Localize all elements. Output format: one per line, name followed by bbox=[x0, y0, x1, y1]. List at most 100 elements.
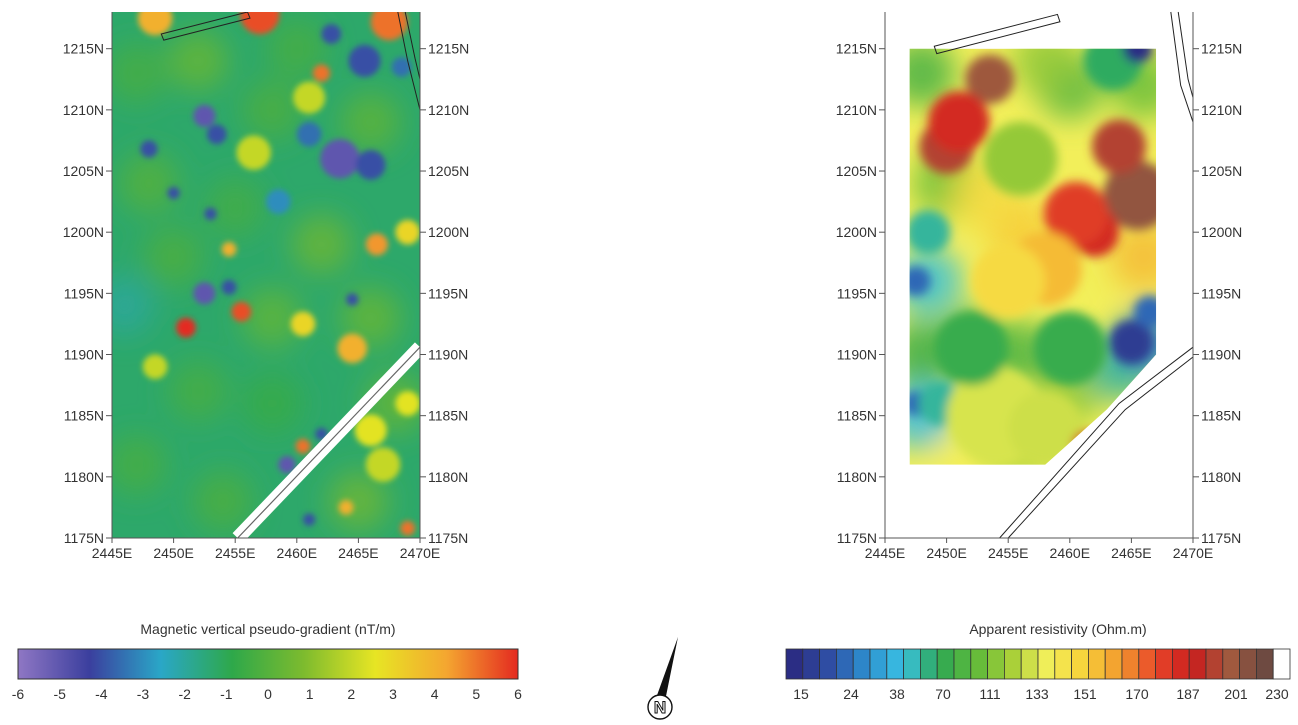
anomaly-blob bbox=[296, 122, 322, 147]
texture-blob bbox=[242, 373, 303, 434]
texture-blob bbox=[1109, 222, 1157, 291]
anomaly-blob bbox=[206, 124, 227, 145]
colorbar-tick-label: 5 bbox=[472, 686, 480, 702]
y-tick-label-right: 1180N bbox=[1201, 469, 1241, 485]
anomaly-blob bbox=[983, 121, 1058, 196]
colorbar-tick-label: 15 bbox=[793, 686, 809, 702]
magnetic-texture bbox=[112, 18, 420, 532]
y-tick-label: 1210N bbox=[836, 102, 877, 118]
anomaly-blob bbox=[167, 186, 180, 200]
anomaly-blob bbox=[140, 140, 158, 158]
x-tick-label: 2455E bbox=[215, 545, 255, 561]
colorbar-tick-label: 6 bbox=[514, 686, 522, 702]
pipeline-edge bbox=[999, 346, 1194, 539]
y-tick-label: 1180N bbox=[64, 469, 104, 485]
y-tick-label-right: 1190N bbox=[1201, 347, 1241, 363]
y-tick-label-right: 1185N bbox=[428, 408, 468, 424]
colorbar-tick-label: 151 bbox=[1073, 686, 1097, 702]
colorbar-tick-label: 24 bbox=[843, 686, 859, 702]
anomaly-blob bbox=[370, 12, 408, 41]
y-tick-label: 1175N bbox=[837, 530, 877, 546]
colorbar-cell bbox=[903, 648, 921, 680]
anomaly-blob bbox=[1083, 48, 1143, 91]
anomaly-blob bbox=[193, 104, 216, 128]
texture-blob bbox=[291, 214, 352, 275]
colorbar-cell bbox=[936, 648, 955, 680]
anomaly-blob bbox=[142, 354, 168, 380]
x-tick-label: 2465E bbox=[1111, 545, 1151, 561]
colorbar-tick-label: -4 bbox=[95, 686, 108, 702]
x-tick-label: 2450E bbox=[153, 545, 193, 561]
texture-blob bbox=[112, 275, 155, 336]
anomaly-blob bbox=[137, 12, 173, 36]
x-tick-label: 2460E bbox=[1050, 545, 1090, 561]
wall-outline bbox=[933, 13, 1061, 55]
anomaly-blob bbox=[1122, 48, 1153, 64]
colorbar-cell bbox=[886, 648, 904, 680]
colorbar-cell bbox=[1071, 648, 1089, 680]
anomaly-blob bbox=[400, 520, 416, 536]
anomaly-blob bbox=[278, 455, 296, 474]
colorbar-cell bbox=[836, 648, 854, 680]
magnetic-map-field bbox=[112, 12, 420, 538]
colorbar-tick-label: -5 bbox=[53, 686, 66, 702]
anomaly-blob bbox=[295, 438, 311, 454]
colorbar-cell bbox=[970, 648, 988, 680]
colorbar-gradient bbox=[17, 648, 519, 680]
colorbar-cell bbox=[1172, 648, 1190, 680]
colorbar-cell bbox=[1188, 648, 1207, 680]
colorbar-tick-label: 1 bbox=[306, 686, 314, 702]
colorbar-cell bbox=[1222, 648, 1241, 680]
y-tick-label-right: 1205N bbox=[428, 163, 469, 179]
y-tick-label: 1185N bbox=[64, 408, 104, 424]
anomaly-blob bbox=[266, 189, 291, 214]
anomaly-blob bbox=[204, 207, 217, 220]
anomaly-blob bbox=[395, 219, 420, 245]
anomaly-blob bbox=[1032, 311, 1107, 386]
texture-blob bbox=[205, 177, 266, 238]
colorbar-tick-label: 111 bbox=[979, 686, 1000, 702]
y-tick-label-right: 1210N bbox=[428, 102, 469, 118]
texture-blob bbox=[168, 30, 229, 91]
anomaly-blob bbox=[337, 333, 368, 364]
anomaly-blob bbox=[365, 447, 401, 482]
texture-blob bbox=[242, 287, 303, 348]
y-tick-label: 1205N bbox=[836, 163, 877, 179]
y-tick-label-right: 1200N bbox=[1201, 224, 1242, 240]
anomaly-blob bbox=[312, 64, 331, 82]
anomaly-blob bbox=[290, 311, 316, 337]
y-tick-label: 1200N bbox=[836, 224, 877, 240]
anomaly-blob bbox=[1133, 295, 1157, 328]
colorbar-tick-label: 3 bbox=[389, 686, 397, 702]
x-tick-label: 2470E bbox=[400, 545, 440, 561]
resistivity-anomalies bbox=[909, 48, 1157, 465]
anomaly-blob bbox=[1109, 320, 1154, 365]
resistivity-map-panel: 1215N 1215N 1210N 1210N 1205N 1205N 1200N 1200N… bbox=[836, 11, 1242, 561]
anomaly-blob bbox=[928, 91, 990, 153]
y-tick-label: 1215N bbox=[63, 41, 104, 57]
y-tick-label: 1195N bbox=[837, 285, 877, 301]
anomaly-blob bbox=[348, 44, 381, 77]
colorbar-cell bbox=[920, 648, 938, 680]
colorbar-title: Magnetic vertical pseudo-gradient (nT/m) bbox=[140, 621, 395, 637]
x-tick-label: 2445E bbox=[865, 545, 905, 561]
y-tick-label-right: 1215N bbox=[428, 41, 469, 57]
north-arrow-needle bbox=[651, 637, 678, 712]
colorbar-tick-label: 70 bbox=[935, 686, 951, 702]
colorbar-tick-label: -3 bbox=[137, 686, 150, 702]
anomaly-blob bbox=[1008, 390, 1083, 465]
wall-outline-right bbox=[397, 12, 420, 110]
y-tick-label: 1190N bbox=[837, 347, 877, 363]
anomaly-blob bbox=[1072, 430, 1105, 463]
north-arrow-letter: N bbox=[654, 698, 666, 717]
x-tick-label: 2455E bbox=[988, 545, 1028, 561]
anomaly-blob bbox=[346, 293, 359, 306]
colorbar-cell bbox=[1272, 648, 1291, 680]
anomaly-blob bbox=[934, 311, 1009, 386]
resistivity-colorbar: Apparent resistivity (Ohm.m) 15 24 38 70 111 1… bbox=[785, 621, 1291, 702]
texture-blob bbox=[118, 153, 179, 214]
y-tick-label: 1180N bbox=[837, 469, 877, 485]
x-tick-label: 2470E bbox=[1173, 545, 1213, 561]
anomaly-blob bbox=[1103, 160, 1157, 230]
colorbar-cell bbox=[1121, 648, 1140, 680]
